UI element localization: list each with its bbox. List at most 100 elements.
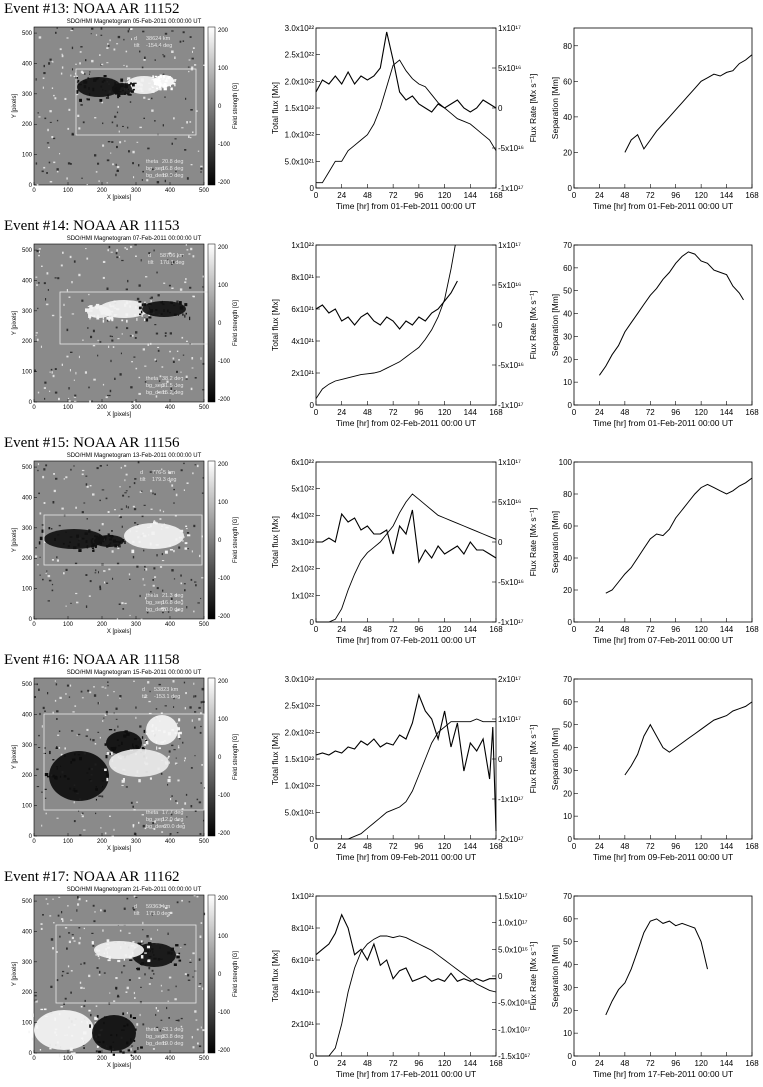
magnetogram-speckle bbox=[167, 732, 171, 736]
magnetogram-speckle bbox=[153, 249, 155, 252]
magnetogram-speckle bbox=[63, 303, 65, 306]
magnetogram-speckle bbox=[105, 537, 107, 541]
colorbar-tick-label: 0 bbox=[218, 104, 222, 110]
magnetogram-speckle bbox=[85, 80, 88, 84]
magnetogram-speckle bbox=[84, 371, 87, 374]
magnetogram-speckle bbox=[73, 465, 75, 467]
y-axis-label: Separation [Mm] bbox=[552, 945, 560, 1007]
magnetogram-speckle bbox=[50, 528, 53, 530]
magnetogram-speckle bbox=[46, 903, 49, 905]
magnetogram-speckle bbox=[55, 776, 58, 780]
magnetogram-speckle bbox=[37, 112, 39, 114]
magnetogram-speckle bbox=[193, 895, 196, 897]
magnetogram-speckle bbox=[91, 543, 95, 546]
magnetogram-param-value: 43.1 deg bbox=[162, 1027, 183, 1033]
magnetogram-speckle bbox=[144, 738, 146, 741]
flux-rate-line bbox=[315, 693, 497, 832]
y-tick-label: 10 bbox=[563, 378, 572, 387]
y-tick-label: 400 bbox=[22, 278, 33, 284]
magnetogram-speckle bbox=[150, 977, 153, 979]
magnetogram-speckle bbox=[129, 959, 133, 961]
magnetogram-speckle bbox=[76, 601, 79, 604]
magnetogram-speckle bbox=[53, 473, 55, 475]
y-tick-label: 60 bbox=[563, 522, 572, 531]
magnetogram-speckle bbox=[164, 705, 167, 707]
magnetogram-speckle bbox=[129, 301, 132, 303]
x-tick-label: 500 bbox=[199, 622, 210, 628]
magnetogram-speckle bbox=[111, 550, 114, 553]
magnetogram-speckle bbox=[158, 380, 161, 382]
magnetogram-speckle bbox=[136, 967, 140, 971]
event-panel: Event #13: NOAA AR 11152 SDO/HMI Magnetog… bbox=[0, 0, 763, 217]
magnetogram-speckle bbox=[141, 66, 144, 69]
magnetogram-speckle bbox=[109, 1045, 112, 1049]
y-tick-label: 40 bbox=[563, 113, 572, 122]
magnetogram-speckle bbox=[200, 782, 202, 784]
magnetogram-speckle bbox=[121, 539, 125, 542]
flux-chart-svg: 0 24 48 72 96 120 144 16805.0x10²¹1.0x10²²1.5x1… bbox=[270, 24, 538, 211]
magnetogram-speckle bbox=[70, 74, 72, 77]
magnetogram-speckle bbox=[168, 750, 171, 753]
magnetogram-speckle bbox=[101, 686, 104, 688]
magnetogram-speckle bbox=[175, 594, 177, 597]
magnetogram-speckle bbox=[92, 904, 95, 907]
magnetogram-param-label: bg_sep bbox=[146, 600, 164, 606]
x-tick-label: 144 bbox=[464, 1059, 478, 1068]
y-tick-label: 50 bbox=[563, 287, 572, 296]
magnetogram-speckle bbox=[65, 693, 67, 695]
magnetogram-speckle bbox=[113, 691, 115, 693]
magnetogram-speckle bbox=[181, 255, 184, 257]
magnetogram-speckle bbox=[167, 989, 170, 991]
magnetogram-speckle bbox=[129, 101, 132, 103]
magnetogram-speckle bbox=[62, 919, 64, 923]
magnetogram-speckle bbox=[135, 744, 138, 748]
magnetogram-speckle bbox=[194, 64, 197, 66]
magnetogram-speckle bbox=[75, 592, 78, 595]
y-axis-label: Separation [Mm] bbox=[552, 511, 560, 573]
magnetogram-param-value: -153.1 deg bbox=[154, 694, 180, 700]
magnetogram-speckle bbox=[134, 244, 137, 246]
magnetogram-speckle bbox=[150, 591, 152, 593]
y-tick-label: 80 bbox=[563, 490, 572, 499]
x-tick-label: 120 bbox=[694, 408, 708, 417]
magnetogram-speckle bbox=[59, 935, 61, 938]
magnetogram-param-label: theta bbox=[146, 810, 159, 816]
magnetogram-speckle bbox=[62, 542, 65, 545]
magnetogram-speckle bbox=[118, 130, 120, 133]
magnetogram-speckle bbox=[100, 909, 102, 912]
magnetogram-speckle bbox=[49, 181, 53, 183]
y-axis-label: Y [pixels] bbox=[12, 745, 18, 770]
magnetogram-speckle bbox=[125, 84, 129, 88]
magnetogram-speckle bbox=[152, 79, 156, 81]
magnetogram-speckle bbox=[54, 277, 57, 279]
magnetogram-speckle bbox=[116, 739, 119, 741]
magnetogram-speckle bbox=[127, 279, 129, 283]
magnetogram-speckle bbox=[171, 744, 174, 747]
colorbar-tick-label: -200 bbox=[218, 180, 231, 186]
magnetogram-speckle bbox=[133, 1050, 136, 1054]
magnetogram-speckle bbox=[144, 56, 146, 59]
magnetogram-speckle bbox=[120, 540, 122, 543]
magnetogram-speckle bbox=[57, 914, 60, 917]
magnetogram-speckle bbox=[140, 955, 144, 959]
x-tick-label: 72 bbox=[389, 842, 398, 851]
magnetogram-speckle bbox=[113, 300, 117, 303]
magnetogram-speckle bbox=[186, 249, 189, 251]
magnetogram-speckle bbox=[78, 927, 81, 929]
magnetogram-speckle bbox=[101, 785, 104, 788]
magnetogram-speckle bbox=[168, 471, 172, 474]
magnetogram-speckle bbox=[61, 53, 63, 56]
magnetogram-speckle bbox=[176, 300, 179, 303]
magnetogram-speckle bbox=[151, 531, 154, 535]
magnetogram-speckle bbox=[151, 913, 153, 916]
x-tick-label: 200 bbox=[97, 188, 108, 194]
y-tick-label: 400 bbox=[22, 495, 33, 501]
magnetogram-speckle bbox=[181, 336, 184, 339]
magnetogram-speckle bbox=[187, 979, 191, 981]
magnetogram-speckle bbox=[81, 473, 84, 476]
magnetogram-speckle bbox=[99, 465, 102, 467]
colorbar-tick-label: 200 bbox=[218, 462, 229, 468]
magnetogram-param-value: 17.7 deg bbox=[162, 810, 183, 816]
magnetogram-speckle bbox=[157, 391, 160, 393]
magnetogram-speckle bbox=[167, 259, 169, 262]
